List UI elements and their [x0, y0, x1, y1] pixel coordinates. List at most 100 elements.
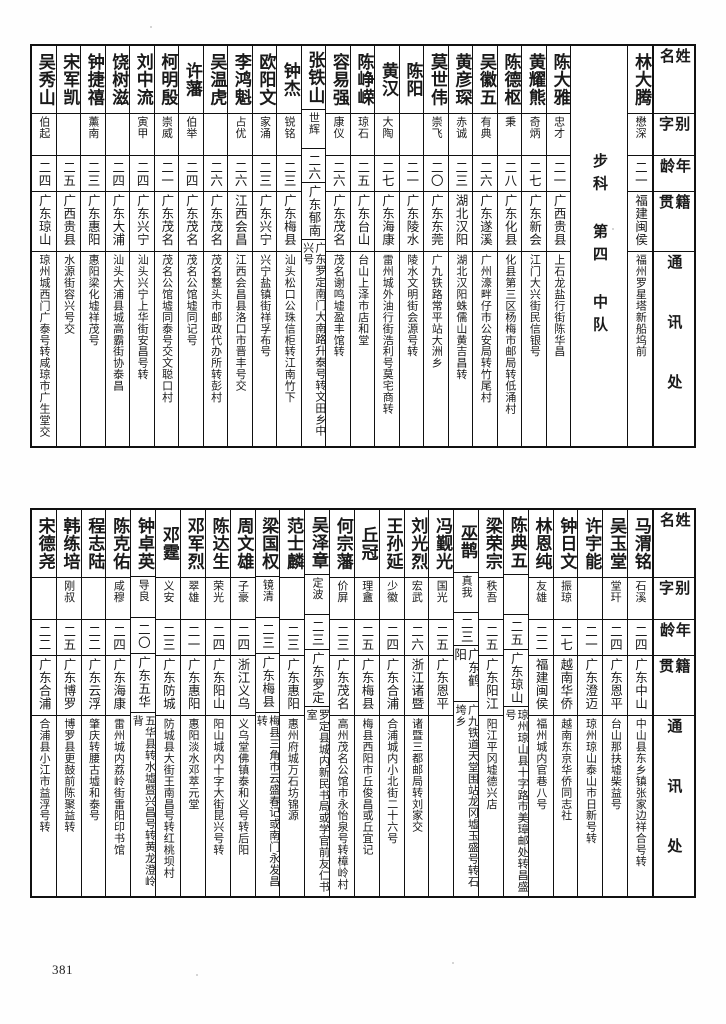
- record-address: 福州罗星塔新船坞前: [628, 252, 652, 446]
- record-address-text: 广州濠畔仔市公安局转竹尾村: [479, 254, 493, 403]
- record-address-text: 越南东京华侨同志社: [559, 718, 573, 821]
- record-age-text: 二三: [257, 161, 273, 187]
- record-name-text: 周文雄: [233, 517, 254, 571]
- roster-record-column: 陈德枢秉二八 广东化县 化县第三区杨梅市邮局转低涌村: [496, 46, 522, 446]
- record-age: 二四: [105, 156, 130, 192]
- record-alias: 导良: [131, 577, 156, 619]
- header-label-origin-text: 籍 贯: [657, 658, 692, 680]
- record-address-text: 肇庆转腰古墟和泰号: [87, 718, 101, 821]
- header-label-alias-text: 别 字: [657, 580, 692, 602]
- roster-record-column: 吴玉堂 堂玕 二四 广东恩平 台山那扶墟柴益号: [602, 510, 628, 896]
- record-alias: 懋深: [628, 114, 652, 156]
- record-address-text: 五华县转水墟暨兴昌号转黄龙澄岭背: [131, 714, 156, 887]
- roster-record-column: 容易强 康仪 二六 广东茂名 茂名谢鸣墟盈丰馆转: [325, 46, 350, 446]
- roster-record-column: 吴泽章 定波 二三 广东罗定 罗定县城内新民书局或学官前友仁书室: [304, 510, 330, 896]
- record-name-text: 陈大雅: [549, 53, 570, 107]
- record-address: 梅县西阳市丘俊昌或丘宜记: [355, 716, 379, 896]
- record-age: 二五: [56, 156, 81, 192]
- record-age: 二二: [31, 620, 56, 656]
- record-address: 中山县东乡镇张家边祥合号转: [628, 716, 652, 896]
- record-name-text: 冯觐光: [432, 517, 453, 571]
- record-age-text: 二六: [409, 625, 425, 651]
- record-origin: 浙江义乌: [230, 656, 255, 716]
- record-origin: 广东化县: [497, 192, 522, 252]
- roster-table-top: 姓 名别 字年 龄籍 贯通 讯 处林大腾 懋深 二一 福建闽侯 福州罗星塔新船坞前 步科 …: [30, 44, 696, 448]
- record-age: 二四: [32, 156, 56, 192]
- record-name: 冯觐光: [429, 510, 454, 578]
- record-origin: 广东新会: [522, 192, 546, 252]
- record-age-text: 二五: [359, 625, 375, 651]
- record-age-text: 二五: [433, 625, 449, 651]
- record-address-text: 江门大兴街民信银号: [528, 254, 542, 357]
- record-alias-text: 伯起: [37, 116, 51, 139]
- record-origin: 广东郁南: [301, 183, 326, 240]
- record-name: 邓军烈: [180, 510, 205, 578]
- record-address: 阳山城内十字大街昆兴号转: [206, 716, 230, 896]
- record-origin: 广东中山: [628, 656, 652, 716]
- record-address: [429, 716, 453, 896]
- record-name: 陈达生: [205, 510, 230, 578]
- record-alias-text: 真我: [460, 575, 474, 599]
- record-origin-text: 广东茂名: [183, 194, 199, 246]
- record-age-text: 二五: [61, 161, 77, 187]
- record-alias: 秩吾: [479, 578, 503, 620]
- record-alias-text: 赤诚: [454, 116, 468, 139]
- roster-record-column: 莫世伟 崇飞 二〇 广东东莞 广九铁路常平站大洲乡: [423, 46, 448, 446]
- record-name: 程志陆: [81, 510, 106, 578]
- record-alias: 义安: [156, 578, 180, 620]
- record-origin: 广东惠阳: [81, 192, 105, 252]
- record-address: 广东罗定南门大南路升泰号转文田乡中兴号: [302, 240, 326, 446]
- record-age-text: 二三: [260, 623, 276, 649]
- record-alias: 秉: [497, 114, 522, 156]
- record-origin-text: 广东海康: [111, 658, 127, 710]
- record-address: 台山上泽市店和堂: [351, 252, 375, 446]
- roster-record-column: 程志陆 二二 广东云浮 肇庆转腰古墟和泰号: [80, 510, 106, 896]
- record-address: 汕头大浦县城高霸街协泰昌: [106, 252, 130, 446]
- roster-record-column: 钟杰 锐铭 二三 广东梅县 汕头松口公珠信柜转江南竹下: [276, 46, 301, 446]
- scan-speck: [150, 26, 152, 28]
- record-origin: 广东阳江: [479, 656, 503, 716]
- record-origin-text: 越南华侨: [558, 658, 574, 710]
- record-age: 二五: [56, 620, 81, 656]
- header-label-age-text: 年 龄: [658, 158, 692, 180]
- scan-speck: [612, 228, 614, 230]
- record-name: 许藩: [179, 46, 203, 114]
- record-age-text: 二四: [134, 161, 150, 187]
- roster-record-column: 冯觐光 国光 二五 广东恩平: [428, 510, 454, 896]
- header-label-address: 通 讯 处: [654, 716, 694, 896]
- roster-record-column: 钟卓英 导良 二〇 广东五华 五华县转水墟暨兴昌号转黄龙澄岭背: [130, 510, 156, 896]
- roster-record-column: 钟日文 振琼 二七 越南华侨 越南东京华侨同志社: [552, 510, 578, 896]
- record-alias: [578, 578, 603, 620]
- record-age: 二三: [255, 618, 280, 654]
- record-address: 兴宁盐镇街祥孚布号: [253, 252, 277, 446]
- record-name-text: 钟卓英: [134, 516, 155, 570]
- roster-record-column: 陈大雅 忠才 二一 广西贵县 上石龙盐行街陈华昌: [545, 46, 571, 446]
- record-alias-text: 荣光: [211, 580, 225, 603]
- record-name-text: 柯明殷: [157, 53, 178, 107]
- record-alias-text: 石溪: [634, 580, 648, 603]
- roster-record-column: 柯明殷 崇威 二一 广东茂名 茂名公馆墟同泰号交文聪口村: [153, 46, 179, 446]
- record-age-text: 二四: [183, 161, 199, 187]
- record-address-text: 江西会昌县洛口市晋丰号交: [234, 254, 248, 392]
- record-origin-text: 广东合浦: [36, 658, 52, 710]
- roster-record-column: 梁国权 镜清 二三 广东梅县 梅县三角市云盛春记或南门永发昌转: [254, 510, 280, 896]
- roster-record-column: 宋德尧 二二 广东合浦 合浦县小江市益浮号转: [31, 510, 56, 896]
- record-name-text: 陈德枢: [500, 53, 521, 107]
- record-alias: 宏武: [404, 578, 429, 620]
- record-address-text: 梅县三角市云盛春记或南门永发昌转: [255, 714, 280, 887]
- record-origin: 广西贵县: [56, 192, 81, 252]
- record-age-text: 二六: [232, 161, 248, 187]
- roster-record-column: 邓霆 义安 二三 广东防城 防城县大街王南昌号转红桃坝村: [155, 510, 180, 896]
- record-age-text: 二〇: [428, 161, 444, 187]
- record-alias: 寅甲: [130, 114, 154, 156]
- record-name: 丘冠: [354, 510, 379, 578]
- record-age-text: 二七: [379, 161, 395, 187]
- record-age-text: 二三: [334, 625, 350, 651]
- record-age: 二六: [301, 149, 326, 184]
- roster-record-column: 陈峥嵘 琼石 二五 广东台山 台山上泽市店和堂: [349, 46, 375, 446]
- record-origin-text: 广东五华: [136, 655, 152, 708]
- record-age-text: 二四: [110, 161, 126, 187]
- record-age: 二四: [106, 620, 131, 656]
- record-origin-text: 广东琼山: [508, 651, 524, 704]
- record-age: 二三: [454, 613, 479, 647]
